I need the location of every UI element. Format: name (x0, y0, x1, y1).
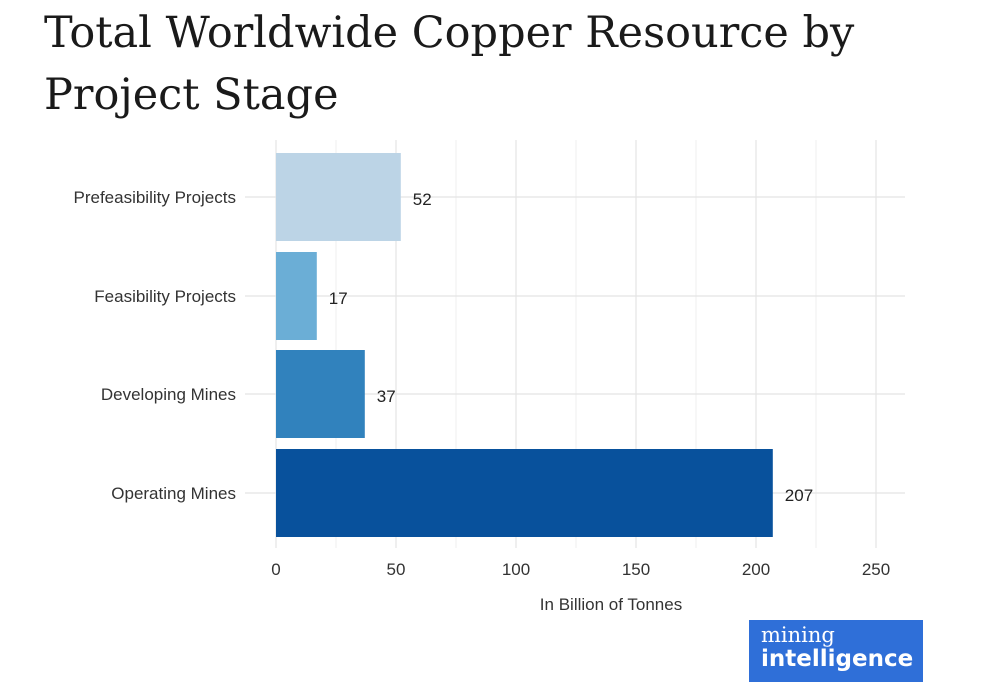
x-axis-label: In Billion of Tonnes (540, 595, 682, 614)
data-labels: 52 17 37 207 (329, 190, 813, 505)
category-label: Feasibility Projects (94, 287, 236, 306)
bar (276, 153, 401, 241)
category-label: Developing Mines (101, 385, 236, 404)
category-label: Prefeasibility Projects (73, 188, 236, 207)
mining-intelligence-logo: mining intelligence (749, 620, 923, 682)
x-tick-label: 100 (502, 560, 530, 579)
data-label: 52 (413, 190, 432, 209)
chart-title: Total Worldwide Copper Resource by Proje… (44, 8, 855, 120)
category-labels: Prefeasibility Projects Feasibility Proje… (73, 188, 236, 503)
data-label: 207 (785, 486, 813, 505)
x-tick-label: 200 (742, 560, 770, 579)
data-label: 17 (329, 289, 348, 308)
bar (276, 350, 365, 438)
x-tick-labels: 0 50 100 150 200 250 (271, 560, 890, 579)
x-tick-label: 0 (271, 560, 280, 579)
bar (276, 252, 317, 340)
bar (276, 449, 773, 537)
x-tick-label: 150 (622, 560, 650, 579)
x-tick-label: 250 (862, 560, 890, 579)
x-tick-label: 50 (387, 560, 406, 579)
bars (276, 153, 773, 537)
category-label: Operating Mines (111, 484, 236, 503)
data-label: 37 (377, 387, 396, 406)
logo-line1: mining (761, 623, 835, 647)
logo-line2: intelligence (761, 646, 914, 672)
